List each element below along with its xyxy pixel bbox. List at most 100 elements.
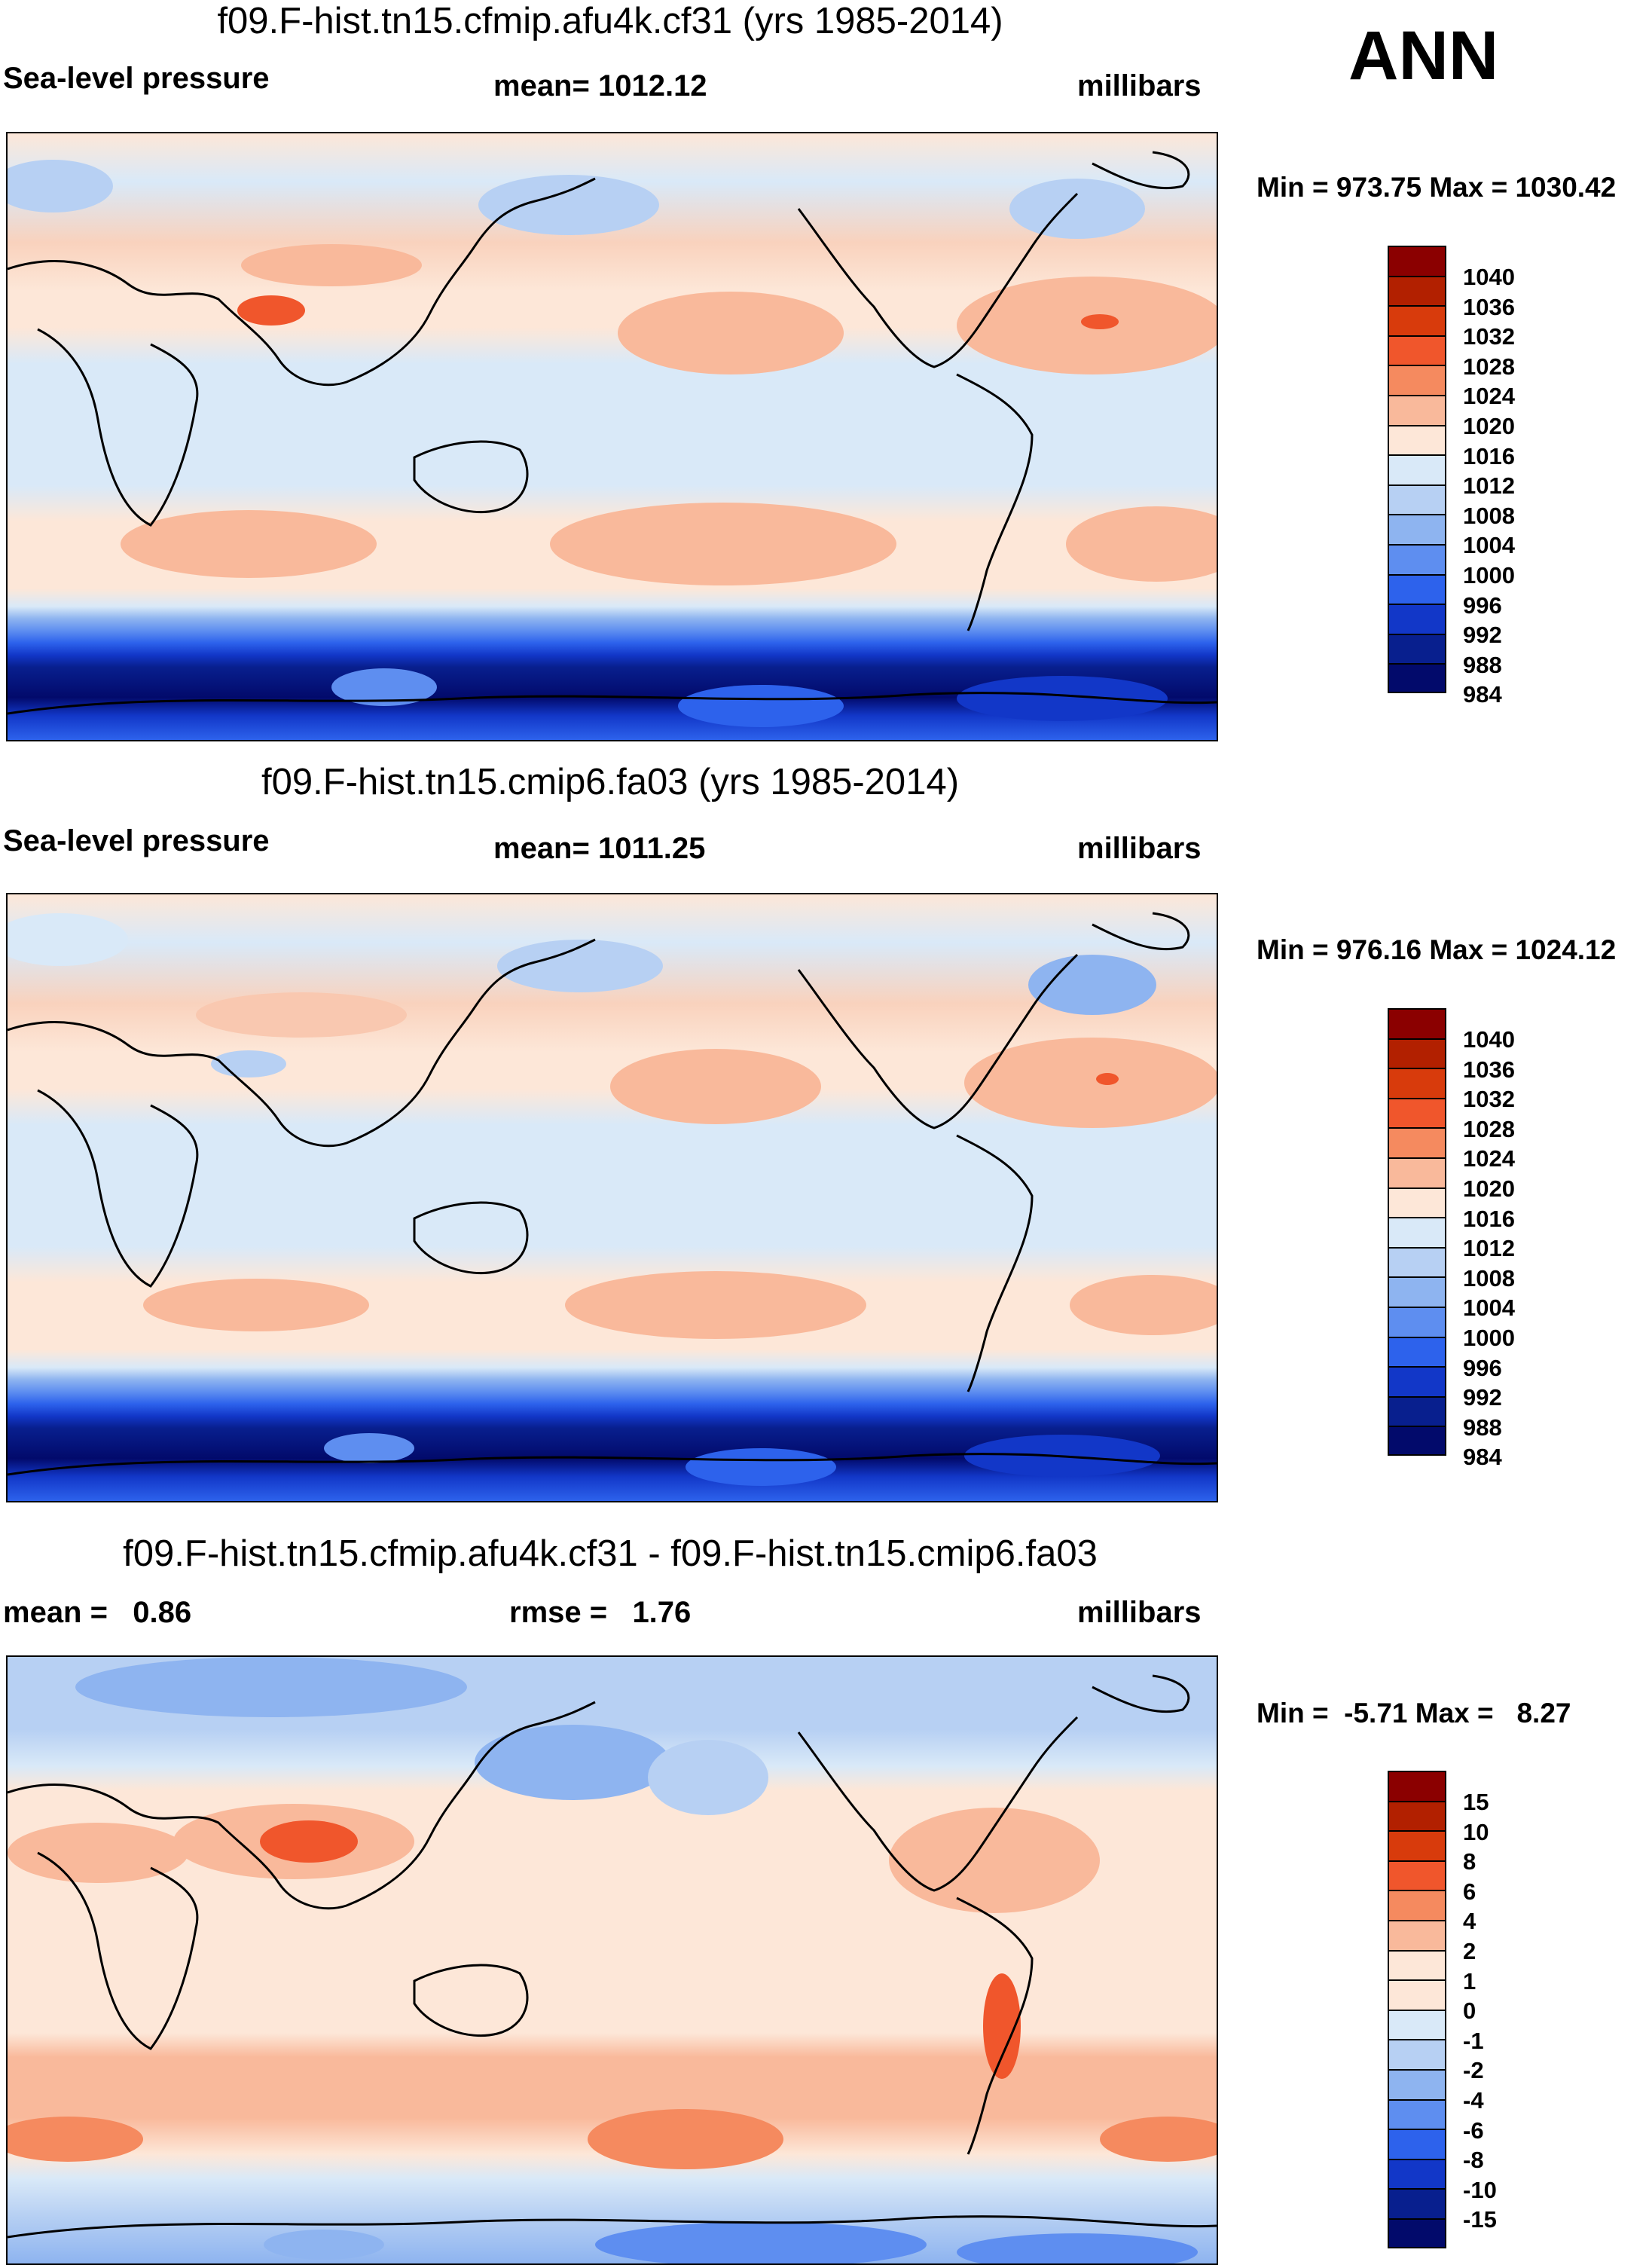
panel-2-contour-field — [8, 894, 1217, 1501]
colorbar-label: 2 — [1463, 1938, 1476, 1964]
colorbar-swatch — [1388, 1336, 1446, 1367]
panel-1-colorbar — [1388, 246, 1446, 693]
panel-3-minmax: Min = -5.71 Max = 8.27 — [1257, 1698, 1571, 1729]
colorbar-label: 8 — [1463, 1848, 1476, 1875]
colorbar-label: 1036 — [1463, 293, 1515, 320]
panel-3-mean-label: mean = 0.86 — [3, 1596, 192, 1629]
colorbar-swatch — [1388, 2039, 1446, 2069]
colorbar-label: 1024 — [1463, 383, 1515, 410]
colorbar-label: 4 — [1463, 1908, 1476, 1935]
panel-1-mean-label: mean= 1012.12 — [493, 69, 707, 102]
panel-1-title: f09.F-hist.tn15.cfmip.afu4k.cf31 (yrs 19… — [217, 1, 1003, 41]
colorbar-swatch — [1388, 1217, 1446, 1247]
colorbar-swatch — [1388, 1395, 1446, 1426]
colorbar-label: -2 — [1463, 2057, 1484, 2084]
colorbar-label: -4 — [1463, 2087, 1484, 2114]
colorbar-swatch — [1388, 1366, 1446, 1396]
colorbar-swatch — [1388, 573, 1446, 604]
colorbar-swatch — [1388, 1306, 1446, 1337]
colorbar-swatch — [1388, 305, 1446, 335]
colorbar-label: 1012 — [1463, 472, 1515, 500]
panel-3-units-label: millibars — [1077, 1596, 1202, 1629]
panel-2-variable-label: Sea-level pressure — [3, 824, 270, 857]
colorbar-label: 988 — [1463, 1414, 1502, 1441]
colorbar-label: 1028 — [1463, 1115, 1515, 1142]
season-label: ANN — [1348, 17, 1499, 94]
colorbar-swatch — [1388, 1800, 1446, 1831]
colorbar-label: 992 — [1463, 1384, 1502, 1411]
panel-2-map — [6, 893, 1218, 1502]
colorbar-label: -15 — [1463, 2206, 1497, 2233]
panel-2-minmax: Min = 976.16 Max = 1024.12 — [1257, 934, 1617, 965]
colorbar-label: 1032 — [1463, 1086, 1515, 1113]
panel-1-units-label: millibars — [1077, 69, 1202, 102]
colorbar-label: 1028 — [1463, 353, 1515, 380]
colorbar-swatch — [1388, 604, 1446, 634]
colorbar-swatch — [1388, 275, 1446, 306]
colorbar-swatch — [1388, 1068, 1446, 1098]
colorbar-label: 10 — [1463, 1818, 1489, 1845]
panel-3-colorbar — [1388, 1771, 1446, 2248]
colorbar-swatch — [1388, 514, 1446, 544]
colorbar-label: 1012 — [1463, 1235, 1515, 1262]
panel-3-contour-field — [8, 1657, 1217, 2263]
colorbar-swatch — [1388, 394, 1446, 425]
colorbar-swatch — [1388, 663, 1446, 693]
colorbar-label: 1004 — [1463, 1294, 1515, 1322]
colorbar-label: 1008 — [1463, 1264, 1515, 1291]
colorbar-label: 0 — [1463, 1997, 1476, 2025]
colorbar-swatch — [1388, 2009, 1446, 2040]
colorbar-swatch — [1388, 1097, 1446, 1128]
colorbar-swatch — [1388, 1008, 1446, 1038]
panel-3-rmse-label: rmse = 1.76 — [509, 1596, 692, 1629]
colorbar-swatch — [1388, 2188, 1446, 2218]
colorbar-label: 1000 — [1463, 562, 1515, 588]
colorbar-label: 984 — [1463, 681, 1502, 708]
colorbar-swatch — [1388, 2218, 1446, 2248]
colorbar-label: 996 — [1463, 1354, 1502, 1381]
colorbar-label: 1020 — [1463, 413, 1515, 439]
colorbar-swatch — [1388, 1979, 1446, 2010]
colorbar-swatch — [1388, 335, 1446, 365]
panel-2-title: f09.F-hist.tn15.cmip6.fa03 (yrs 1985-201… — [261, 762, 960, 802]
colorbar-label: 1032 — [1463, 323, 1515, 350]
panel-2-units-label: millibars — [1077, 832, 1202, 865]
colorbar-label: 984 — [1463, 1444, 1502, 1471]
colorbar-label: 1040 — [1463, 264, 1515, 290]
colorbar-swatch — [1388, 365, 1446, 395]
colorbar-swatch — [1388, 1157, 1446, 1187]
colorbar-swatch — [1388, 1276, 1446, 1307]
panel-1-contour-field — [8, 133, 1217, 740]
panel-1-minmax: Min = 973.75 Max = 1030.42 — [1257, 172, 1617, 203]
colorbar-label: -8 — [1463, 2147, 1484, 2174]
colorbar-swatch — [1388, 1187, 1446, 1218]
panel-2-mean-label: mean= 1011.25 — [493, 832, 706, 865]
colorbar-swatch — [1388, 1127, 1446, 1157]
colorbar-label: 992 — [1463, 622, 1502, 649]
colorbar-swatch — [1388, 484, 1446, 515]
colorbar-swatch — [1388, 2158, 1446, 2189]
panel-1-variable-label: Sea-level pressure — [3, 62, 270, 95]
colorbar-swatch — [1388, 2129, 1446, 2159]
panel-2-colorbar — [1388, 1008, 1446, 1456]
colorbar-label: 996 — [1463, 591, 1502, 619]
colorbar-label: 1000 — [1463, 1325, 1515, 1351]
colorbar-label: -10 — [1463, 2176, 1497, 2203]
colorbar-swatch — [1388, 246, 1446, 276]
colorbar-label: 15 — [1463, 1789, 1489, 1815]
colorbar-swatch — [1388, 1426, 1446, 1456]
panel-3-title: f09.F-hist.tn15.cfmip.afu4k.cf31 - f09.F… — [123, 1533, 1098, 1574]
colorbar-swatch — [1388, 1771, 1446, 1801]
colorbar-swatch — [1388, 1038, 1446, 1068]
colorbar-label: 1040 — [1463, 1026, 1515, 1053]
colorbar-label: 1024 — [1463, 1145, 1515, 1172]
colorbar-swatch — [1388, 424, 1446, 455]
colorbar-swatch — [1388, 1860, 1446, 1891]
colorbar-swatch — [1388, 543, 1446, 574]
colorbar-label: 1004 — [1463, 532, 1515, 559]
colorbar-label: 1016 — [1463, 442, 1515, 469]
colorbar-label: 6 — [1463, 1878, 1476, 1905]
colorbar-label: -1 — [1463, 2027, 1484, 2054]
colorbar-label: 1 — [1463, 1967, 1476, 1994]
colorbar-label: 1020 — [1463, 1175, 1515, 1202]
